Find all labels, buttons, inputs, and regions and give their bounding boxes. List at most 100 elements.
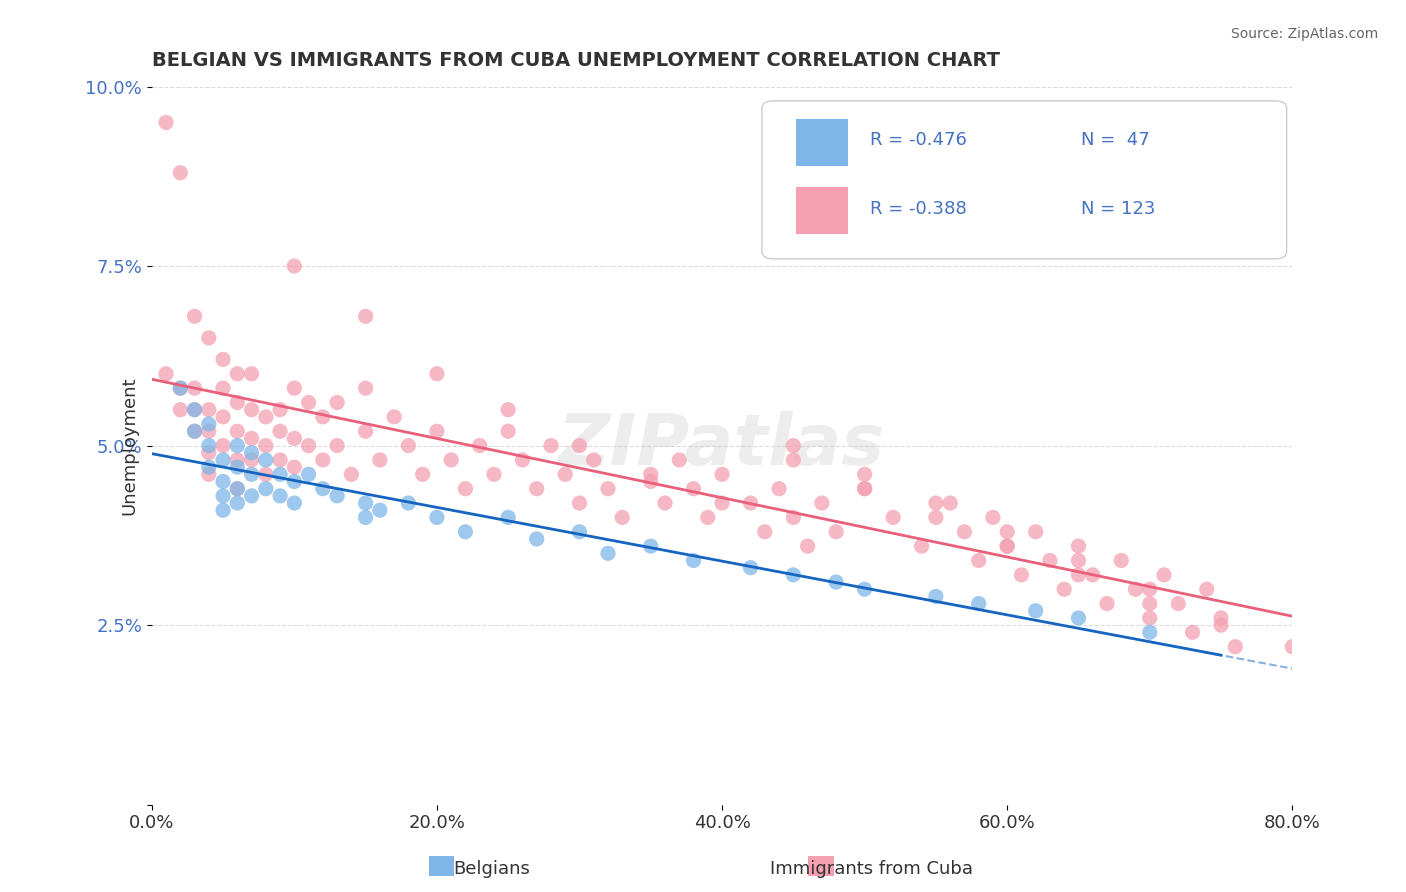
Point — [254, 482, 277, 496]
Point — [1195, 582, 1218, 597]
Point — [1139, 582, 1161, 597]
Point — [953, 524, 976, 539]
FancyBboxPatch shape — [796, 119, 848, 166]
Point — [711, 467, 734, 482]
Point — [1353, 654, 1375, 668]
Text: N =  47: N = 47 — [1081, 131, 1150, 149]
Point — [995, 524, 1018, 539]
Point — [1081, 567, 1104, 582]
Point — [368, 503, 391, 517]
Point — [740, 496, 762, 510]
Point — [198, 446, 221, 460]
Point — [198, 331, 221, 345]
Point — [568, 524, 591, 539]
Point — [454, 524, 477, 539]
Point — [226, 496, 249, 510]
Point — [198, 439, 221, 453]
Point — [1025, 524, 1047, 539]
Point — [526, 532, 548, 546]
Point — [254, 453, 277, 467]
Text: ZIPatlas: ZIPatlas — [558, 411, 886, 480]
Point — [995, 539, 1018, 553]
Point — [183, 381, 205, 395]
Point — [382, 409, 405, 424]
Point — [354, 496, 377, 510]
Point — [1209, 611, 1232, 625]
Point — [1167, 597, 1189, 611]
Point — [354, 381, 377, 395]
Point — [198, 424, 221, 438]
Point — [825, 575, 848, 590]
Point — [1225, 640, 1247, 654]
Point — [1125, 582, 1147, 597]
Point — [354, 310, 377, 324]
Point — [283, 475, 305, 489]
Point — [326, 439, 349, 453]
Y-axis label: Unemployment: Unemployment — [120, 376, 138, 515]
Point — [212, 489, 235, 503]
Point — [612, 510, 634, 524]
Point — [269, 402, 291, 417]
Point — [226, 424, 249, 438]
Point — [925, 590, 948, 604]
Point — [312, 409, 335, 424]
Point — [283, 496, 305, 510]
Point — [240, 446, 263, 460]
Point — [640, 467, 662, 482]
Point — [226, 460, 249, 475]
Point — [967, 553, 990, 567]
Point — [782, 510, 804, 524]
Point — [312, 482, 335, 496]
Point — [596, 546, 619, 560]
Point — [1067, 539, 1090, 553]
Point — [269, 424, 291, 438]
Point — [1067, 553, 1090, 567]
Point — [169, 381, 191, 395]
Point — [1025, 604, 1047, 618]
Point — [825, 524, 848, 539]
Point — [925, 510, 948, 524]
Text: N = 123: N = 123 — [1081, 200, 1156, 218]
Point — [696, 510, 718, 524]
Point — [768, 482, 790, 496]
Point — [1139, 597, 1161, 611]
FancyBboxPatch shape — [762, 101, 1286, 259]
Point — [740, 560, 762, 574]
Point — [468, 439, 491, 453]
Point — [782, 567, 804, 582]
Point — [796, 539, 818, 553]
Point — [169, 402, 191, 417]
Point — [426, 510, 449, 524]
Point — [412, 467, 434, 482]
Point — [226, 395, 249, 409]
Point — [240, 453, 263, 467]
Point — [668, 453, 690, 467]
Point — [939, 496, 962, 510]
Point — [526, 482, 548, 496]
Point — [1067, 567, 1090, 582]
Point — [540, 439, 562, 453]
Text: R = -0.476: R = -0.476 — [870, 131, 967, 149]
Point — [1139, 625, 1161, 640]
Point — [169, 381, 191, 395]
Point — [226, 439, 249, 453]
Point — [183, 402, 205, 417]
Point — [496, 510, 519, 524]
FancyBboxPatch shape — [796, 187, 848, 234]
Point — [568, 496, 591, 510]
Point — [1053, 582, 1076, 597]
Point — [183, 424, 205, 438]
Point — [911, 539, 934, 553]
Point — [1153, 567, 1175, 582]
Point — [426, 367, 449, 381]
Point — [226, 453, 249, 467]
Point — [240, 402, 263, 417]
Point — [198, 417, 221, 431]
Point — [226, 482, 249, 496]
Point — [582, 453, 605, 467]
Point — [155, 367, 177, 381]
Point — [340, 467, 363, 482]
Point — [198, 402, 221, 417]
Point — [1139, 611, 1161, 625]
Point — [1095, 597, 1118, 611]
